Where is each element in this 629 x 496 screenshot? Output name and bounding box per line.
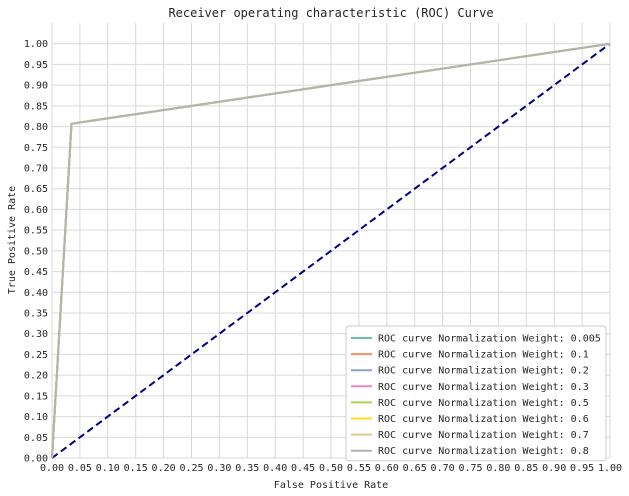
x-tick-label: 0.20 <box>152 463 176 474</box>
y-tick-label: 0.95 <box>24 60 48 71</box>
x-ticks: 0.00 0.05 0.10 0.15 0.20 0.25 0.30 0.35 0.40 0.45… <box>40 463 622 474</box>
x-tick-label: 0.85 <box>514 463 538 474</box>
x-tick-label: 1.00 <box>598 463 622 474</box>
y-tick-label: 0.55 <box>24 226 48 237</box>
y-tick-label: 0.70 <box>24 164 48 175</box>
y-tick-label: 1.00 <box>24 39 48 50</box>
x-tick-label: 0.15 <box>124 463 148 474</box>
x-tick-label: 0.10 <box>96 463 120 474</box>
y-tick-label: 0.45 <box>24 267 48 278</box>
legend-label: ROC curve Normalization Weight: 0.8 <box>378 446 589 457</box>
series-group <box>51 42 611 459</box>
x-tick-label: 0.55 <box>347 463 371 474</box>
x-tick-label: 0.70 <box>431 463 455 474</box>
legend-label: ROC curve Normalization Weight: 0.2 <box>378 366 589 377</box>
y-axis-label: True Positive Rate <box>7 186 18 294</box>
x-tick-label: 0.50 <box>319 463 343 474</box>
x-tick-label: 0.65 <box>403 463 427 474</box>
x-tick-label: 0.35 <box>235 463 259 474</box>
y-tick-label: 0.20 <box>24 371 48 382</box>
x-tick-label: 0.95 <box>570 463 594 474</box>
x-tick-label: 0.30 <box>207 463 231 474</box>
legend-label: ROC curve Normalization Weight: 0.1 <box>378 350 589 361</box>
legend-label: ROC curve Normalization Weight: 0.6 <box>378 414 589 425</box>
legend-label: ROC curve Normalization Weight: 0.005 <box>378 334 601 345</box>
y-tick-label: 0.30 <box>24 329 48 340</box>
reference-line-group <box>51 42 611 459</box>
x-tick-label: 0.45 <box>291 463 315 474</box>
reference-diagonal-line <box>51 42 611 459</box>
legend-label: ROC curve Normalization Weight: 0.5 <box>378 398 589 409</box>
legend-label: ROC curve Normalization Weight: 0.7 <box>378 430 589 441</box>
y-tick-label: 0.00 <box>24 454 48 465</box>
y-tick-label: 0.80 <box>24 122 48 133</box>
y-tick-label: 0.65 <box>24 184 48 195</box>
y-tick-label: 0.15 <box>24 391 48 402</box>
y-ticks: 0.00 0.05 0.10 0.15 0.20 0.25 0.30 0.35 0.40 0.45… <box>24 39 48 464</box>
x-tick-label: 0.25 <box>179 463 203 474</box>
y-tick-label: 0.05 <box>24 433 48 444</box>
legend: ROC curve Normalization Weight: 0.005 ROC… <box>345 325 607 462</box>
y-tick-label: 0.50 <box>24 246 48 257</box>
y-tick-label: 0.10 <box>24 412 48 423</box>
x-tick-label: 0.40 <box>263 463 287 474</box>
legend-label: ROC curve Normalization Weight: 0.3 <box>378 382 589 393</box>
roc-series-line <box>51 42 611 459</box>
x-tick-label: 0.90 <box>542 463 566 474</box>
y-tick-label: 0.90 <box>24 81 48 92</box>
y-tick-label: 0.85 <box>24 101 48 112</box>
x-tick-label: 0.05 <box>68 463 92 474</box>
y-tick-label: 0.25 <box>24 350 48 361</box>
y-tick-label: 0.60 <box>24 205 48 216</box>
y-tick-label: 0.75 <box>24 143 48 154</box>
y-tick-label: 0.40 <box>24 288 48 299</box>
x-tick-label: 0.75 <box>458 463 482 474</box>
y-tick-label: 0.35 <box>24 309 48 320</box>
x-tick-label: 0.80 <box>486 463 510 474</box>
x-tick-label: 0.00 <box>40 463 64 474</box>
legend-box <box>345 325 607 462</box>
x-tick-label: 0.60 <box>375 463 399 474</box>
x-axis-label: False Positive Rate <box>274 480 388 491</box>
chart-title: Receiver operating characteristic (ROC) … <box>168 6 493 20</box>
